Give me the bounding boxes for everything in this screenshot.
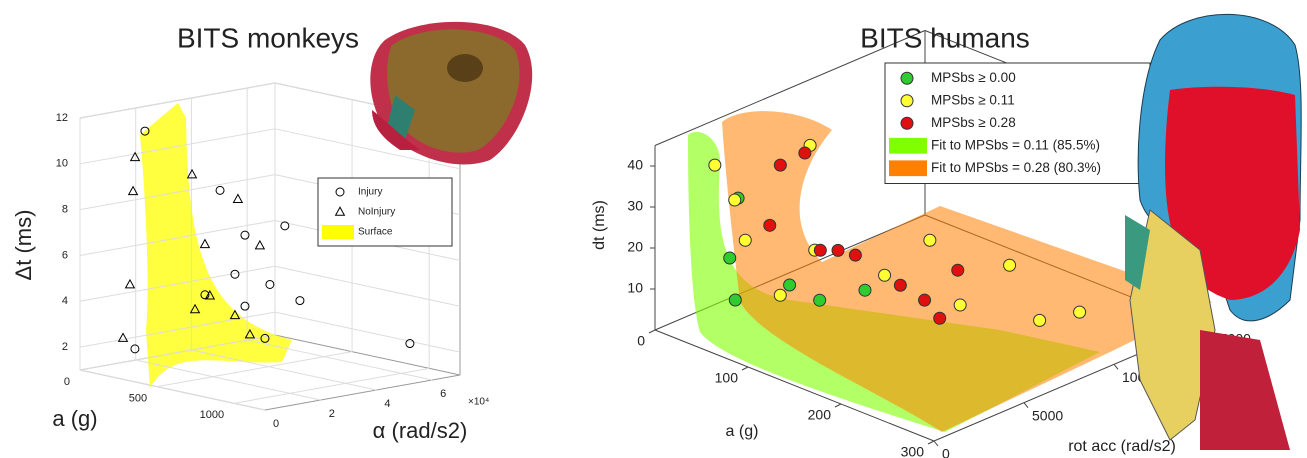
monkey-head-model bbox=[370, 22, 532, 165]
y-tick-label: 200 bbox=[808, 407, 832, 423]
x-exponent: ×10⁴ bbox=[468, 397, 489, 408]
data-point bbox=[774, 159, 786, 171]
data-point bbox=[188, 170, 197, 178]
data-point bbox=[952, 264, 964, 276]
x-tick-label: 0 bbox=[942, 446, 950, 458]
grid-line bbox=[80, 370, 265, 410]
legend-swatch bbox=[889, 160, 927, 176]
human-head-model bbox=[1125, 14, 1301, 450]
data-point bbox=[201, 240, 210, 248]
legend-label: MPSbs ≥ 0.28 bbox=[931, 115, 1016, 130]
data-point bbox=[216, 186, 224, 194]
z-tick-label: 20 bbox=[627, 239, 643, 255]
legend-symbol bbox=[901, 72, 913, 84]
z-tick-label: 12 bbox=[56, 112, 68, 124]
z-tick-label: 10 bbox=[56, 158, 68, 170]
z-axis-label: Δt (ms) bbox=[11, 210, 36, 281]
z-axis-label: dt (ms) bbox=[591, 200, 608, 250]
legend-label: Injury bbox=[358, 187, 382, 198]
legend-label: Surface bbox=[358, 227, 393, 238]
x-tick-label: 6 bbox=[440, 388, 446, 400]
tick-mark bbox=[1114, 364, 1118, 369]
legend-label: NoInjury bbox=[358, 207, 395, 218]
data-point bbox=[934, 312, 946, 324]
data-point bbox=[241, 302, 249, 310]
data-point bbox=[919, 294, 931, 306]
z-tick-label: 30 bbox=[627, 198, 643, 214]
x-tick-label: 5000 bbox=[1032, 407, 1063, 423]
y-tick-label: 500 bbox=[129, 393, 147, 405]
z-tick-label: 8 bbox=[62, 204, 68, 216]
legend-swatch bbox=[322, 225, 354, 239]
data-point bbox=[799, 147, 811, 159]
y-tick-label: 100 bbox=[715, 370, 739, 386]
data-point bbox=[954, 299, 966, 311]
data-point bbox=[832, 244, 844, 256]
grid-line bbox=[275, 312, 460, 352]
data-point bbox=[131, 345, 139, 353]
data-point bbox=[296, 297, 304, 305]
tick-mark bbox=[649, 330, 655, 333]
z-tick-label: 10 bbox=[627, 280, 643, 296]
data-point bbox=[1034, 314, 1046, 326]
y-axis-label: a (g) bbox=[726, 423, 759, 440]
legend-label: MPSbs ≥ 0.11 bbox=[931, 92, 1015, 107]
data-point bbox=[724, 252, 736, 264]
tick-mark bbox=[928, 441, 934, 444]
figure: 24681012050010000246BITS monkeysΔt (ms)a… bbox=[0, 0, 1307, 458]
data-point bbox=[859, 284, 871, 296]
chart-title: BITS humans bbox=[860, 22, 1030, 53]
tick-mark bbox=[742, 367, 748, 370]
legend-label: MPSbs ≥ 0.00 bbox=[931, 70, 1016, 85]
data-point bbox=[126, 280, 135, 288]
legend-label: Fit to MPSbs = 0.11 (85.5%) bbox=[931, 137, 1100, 152]
data-point bbox=[849, 249, 861, 261]
y-axis-label: a (g) bbox=[52, 406, 97, 431]
data-point bbox=[894, 279, 906, 291]
data-point bbox=[764, 219, 776, 231]
data-point bbox=[729, 294, 741, 306]
data-point bbox=[709, 159, 721, 171]
z-tick-label: 2 bbox=[62, 341, 68, 353]
chart-title: BITS monkeys bbox=[177, 22, 359, 53]
tick-mark bbox=[934, 441, 938, 446]
x-tick-label: 2 bbox=[329, 408, 335, 420]
data-point bbox=[729, 194, 741, 206]
data-point bbox=[814, 244, 826, 256]
y-tick-label: 1000 bbox=[200, 409, 224, 421]
legend-swatch bbox=[889, 138, 927, 154]
tick-mark bbox=[835, 404, 841, 407]
x-axis-label: rot acc (rad/s2) bbox=[1068, 438, 1176, 455]
data-point bbox=[1074, 306, 1086, 318]
x-tick-label: 4 bbox=[384, 398, 390, 410]
legend-symbol bbox=[901, 95, 913, 107]
z-tick-label: 6 bbox=[62, 249, 68, 261]
data-point bbox=[255, 241, 264, 249]
data-point bbox=[1004, 259, 1016, 271]
legend-label: Fit to MPSbs = 0.28 (80.3%) bbox=[931, 160, 1101, 175]
x-tick-label: 0 bbox=[273, 418, 279, 430]
y-tick-label: 0 bbox=[64, 376, 70, 388]
y-tick-label: 0 bbox=[637, 333, 645, 349]
data-point bbox=[241, 231, 249, 239]
grid-line bbox=[136, 360, 321, 400]
axis-box-edge bbox=[275, 335, 460, 375]
z-tick-label: 4 bbox=[62, 295, 68, 307]
data-point bbox=[233, 194, 242, 202]
legend-symbol bbox=[901, 117, 913, 129]
tick-mark bbox=[1024, 403, 1028, 408]
data-point bbox=[814, 294, 826, 306]
y-tick-label: 300 bbox=[901, 444, 925, 458]
data-point bbox=[266, 280, 274, 288]
data-point bbox=[739, 234, 751, 246]
data-point bbox=[924, 234, 936, 246]
x-axis-label: α (rad/s2) bbox=[373, 418, 468, 443]
grid-line bbox=[275, 266, 460, 306]
data-point bbox=[774, 289, 786, 301]
z-tick-label: 40 bbox=[627, 157, 643, 173]
data-point bbox=[784, 279, 796, 291]
data-point bbox=[879, 269, 891, 281]
